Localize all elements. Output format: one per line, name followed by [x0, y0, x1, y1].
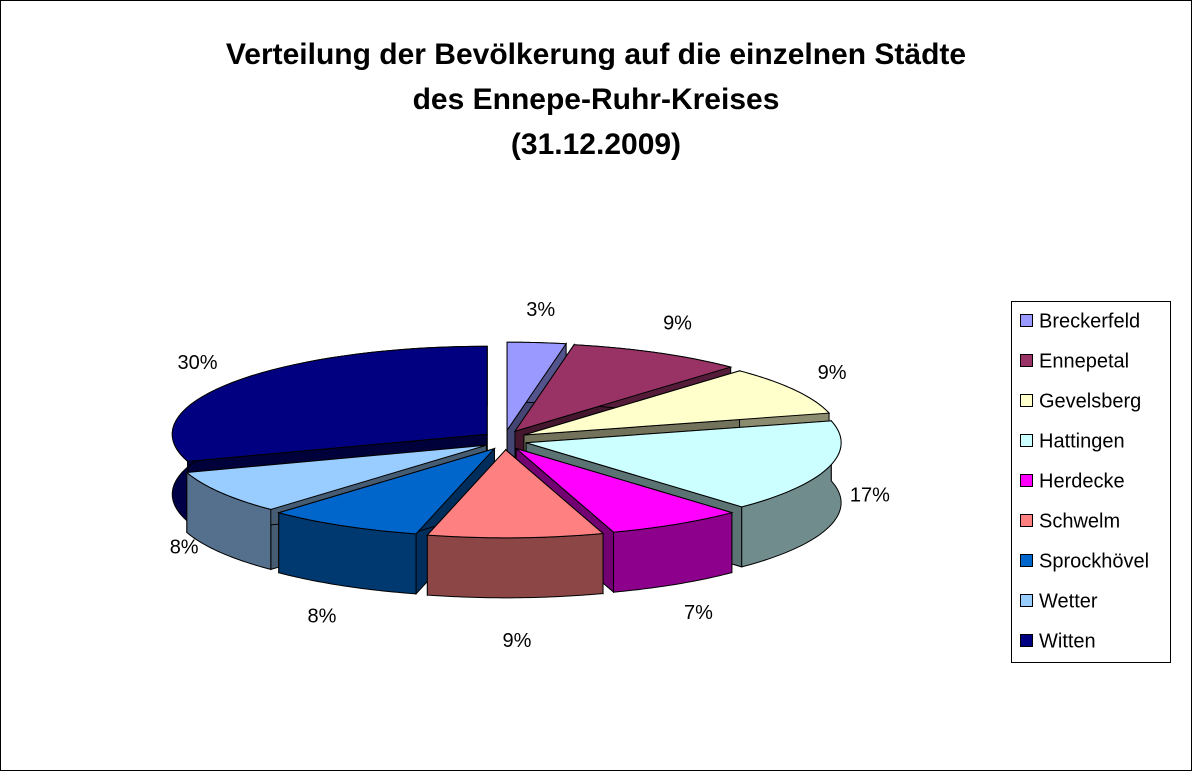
- slice: [525, 420, 842, 508]
- legend: [1011, 301, 1171, 663]
- data-label: 9%: [818, 362, 847, 384]
- chart-title: Verteilung der Bevölkerung auf die einze…: [226, 38, 966, 71]
- legend-label: Herdecke: [1039, 470, 1125, 492]
- slice: [426, 448, 605, 599]
- legend-label: Hattingen: [1039, 430, 1125, 452]
- data-label: 8%: [170, 537, 199, 559]
- slice: [185, 444, 487, 510]
- slice: [513, 344, 733, 433]
- legend-swatch: [1020, 554, 1033, 567]
- legend-label: Sprockhövel: [1039, 550, 1149, 572]
- data-label: 17%: [850, 485, 890, 507]
- chart-title: (31.12.2009): [511, 128, 681, 161]
- slice: [523, 370, 831, 436]
- slice: [515, 447, 734, 533]
- legend-swatch: [1020, 514, 1033, 527]
- slice-side: [426, 532, 604, 599]
- legend-swatch: [1020, 314, 1033, 327]
- slice: [171, 345, 488, 462]
- legend-label: Schwelm: [1039, 510, 1120, 532]
- chart-title: des Ennepe-Ruhr-Kreises: [413, 83, 780, 116]
- data-label: 7%: [684, 602, 713, 624]
- legend-swatch: [1020, 634, 1033, 647]
- legend-label: Witten: [1039, 630, 1096, 652]
- legend-swatch: [1020, 474, 1033, 487]
- data-label: 9%: [663, 312, 692, 334]
- data-label: 3%: [526, 299, 555, 321]
- slice: [506, 341, 568, 432]
- legend-swatch: [1020, 354, 1033, 367]
- legend-swatch: [1020, 434, 1033, 447]
- slice: [276, 447, 496, 535]
- legend-label: Gevelsberg: [1039, 390, 1141, 412]
- legend-swatch: [1020, 594, 1033, 607]
- legend-swatch: [1020, 394, 1033, 407]
- legend-label: Wetter: [1039, 590, 1098, 612]
- slice: [426, 449, 605, 539]
- data-label: 8%: [307, 605, 336, 627]
- data-label: 30%: [178, 352, 218, 374]
- legend-label: Breckerfeld: [1039, 310, 1140, 332]
- data-label: 9%: [502, 630, 531, 652]
- legend-label: Ennepetal: [1039, 350, 1129, 372]
